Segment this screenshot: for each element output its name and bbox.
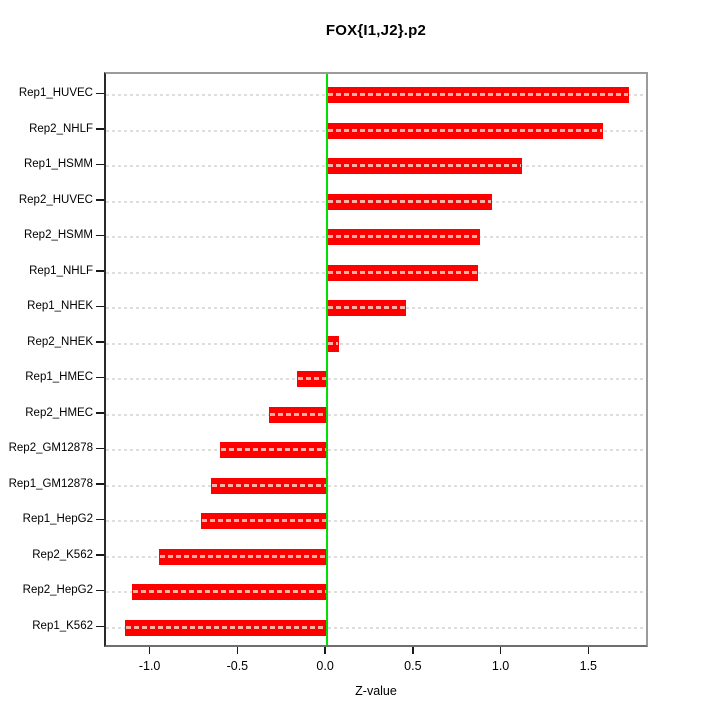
y-axis-tick	[96, 163, 104, 166]
bar	[132, 584, 328, 601]
bar-dash-pattern	[328, 306, 406, 310]
bar	[297, 371, 328, 388]
bar-dash-pattern	[328, 128, 602, 132]
bar-dash-pattern	[328, 199, 492, 203]
bar	[327, 229, 480, 246]
bar	[327, 122, 603, 139]
bar	[327, 264, 479, 281]
y-axis-tick	[96, 234, 104, 237]
y-tick-label-rep1_nhek: Rep1_NHEK	[27, 300, 93, 313]
bar	[327, 335, 340, 352]
x-tick-label: 0.0	[316, 659, 334, 673]
bar	[327, 158, 522, 175]
y-tick-label-rep1_k562: Rep1_K562	[32, 620, 93, 632]
bar-dash-pattern	[328, 235, 479, 239]
y-tick-label-rep1_gm12878: Rep1_GM12878	[8, 477, 93, 490]
bar-dash-pattern	[221, 448, 327, 452]
y-axis-tick	[96, 199, 104, 201]
x-axis-tick	[148, 647, 151, 654]
y-tick-label-rep2_gm12878: Rep2_GM12878	[8, 442, 93, 455]
bar-dash-pattern	[133, 590, 327, 594]
gridline	[106, 591, 646, 594]
gridline	[106, 484, 646, 487]
y-tick-label-rep1_hepg2: Rep1_HepG2	[22, 513, 93, 526]
x-axis-tick	[587, 647, 590, 654]
bar-dash-pattern	[159, 554, 327, 558]
gridline	[106, 449, 646, 452]
gridline	[106, 520, 646, 523]
y-axis-tick	[96, 270, 104, 272]
y-tick-label-rep2_hsmm: Rep2_HSMM	[23, 229, 93, 242]
y-tick-label-rep1_hmec: Rep1_HMEC	[25, 371, 93, 384]
y-axis-tick	[96, 483, 104, 485]
bar	[327, 300, 407, 317]
y-tick-label-rep2_k562: Rep2_K562	[32, 548, 93, 561]
y-tick-label-rep1_huvec: Rep1_HUVEC	[18, 87, 93, 99]
bar	[211, 477, 328, 494]
y-axis-tick	[96, 305, 104, 308]
x-tick-label: 0.5	[404, 659, 422, 673]
gridline	[106, 342, 646, 345]
gridline	[106, 627, 646, 629]
y-tick-label-rep2_nhlf: Rep2_NHLF	[29, 122, 93, 135]
bar-dash-pattern	[298, 377, 327, 381]
y-tick-label-rep2_hmec: Rep2_HMEC	[25, 406, 93, 419]
x-tick-label: 1.0	[491, 659, 510, 673]
gridline	[106, 378, 646, 381]
bar-dash-pattern	[201, 519, 327, 523]
y-axis-tick	[96, 92, 104, 94]
bar	[327, 193, 493, 210]
x-tick-label: 1.5	[579, 659, 598, 673]
y-axis-tick	[96, 625, 104, 627]
y-axis-tick	[96, 341, 104, 343]
bar	[200, 513, 328, 530]
x-axis-tick	[499, 647, 502, 654]
x-axis-tick	[412, 647, 414, 654]
bar-dash-pattern	[270, 412, 327, 416]
y-tick-label-rep1_hsmm: Rep1_HSMM	[23, 158, 93, 171]
y-tick-label-rep2_nhek: Rep2_NHEK	[27, 335, 93, 348]
gridline	[106, 413, 646, 416]
gridline	[106, 555, 646, 558]
y-axis-tick	[96, 376, 104, 379]
y-axis-tick	[96, 412, 104, 414]
chart-title: FOX{I1,J2}.p2	[325, 22, 427, 39]
x-tick-label: -0.5	[226, 659, 249, 673]
bar	[125, 620, 328, 636]
x-tick-label: -1.0	[138, 659, 161, 673]
zero-reference-line	[326, 74, 329, 645]
bar	[327, 87, 629, 103]
bar	[158, 548, 328, 565]
y-tick-label-rep1_nhlf: Rep1_NHLF	[29, 264, 93, 277]
y-axis-tick	[96, 128, 104, 130]
bar-dash-pattern	[212, 483, 327, 487]
bar-dash-pattern	[328, 164, 521, 168]
bar	[269, 406, 328, 423]
y-axis-tick	[96, 447, 104, 450]
bar	[220, 442, 328, 459]
y-axis-tick	[96, 554, 104, 556]
bar-dash-pattern	[126, 626, 327, 629]
y-tick-label-rep2_hepg2: Rep2_HepG2	[22, 584, 93, 597]
y-axis-tick	[96, 518, 104, 521]
plot-area	[104, 72, 648, 647]
x-axis-tick	[324, 647, 326, 654]
x-axis-tick	[236, 647, 239, 654]
bar-dash-pattern	[328, 270, 478, 274]
bar-dash-pattern	[328, 341, 339, 345]
bar-dash-pattern	[328, 93, 628, 96]
y-tick-label-rep2_huvec: Rep2_HUVEC	[18, 193, 93, 206]
y-axis-tick	[96, 589, 104, 592]
x-axis-label: Z-value	[355, 684, 397, 698]
